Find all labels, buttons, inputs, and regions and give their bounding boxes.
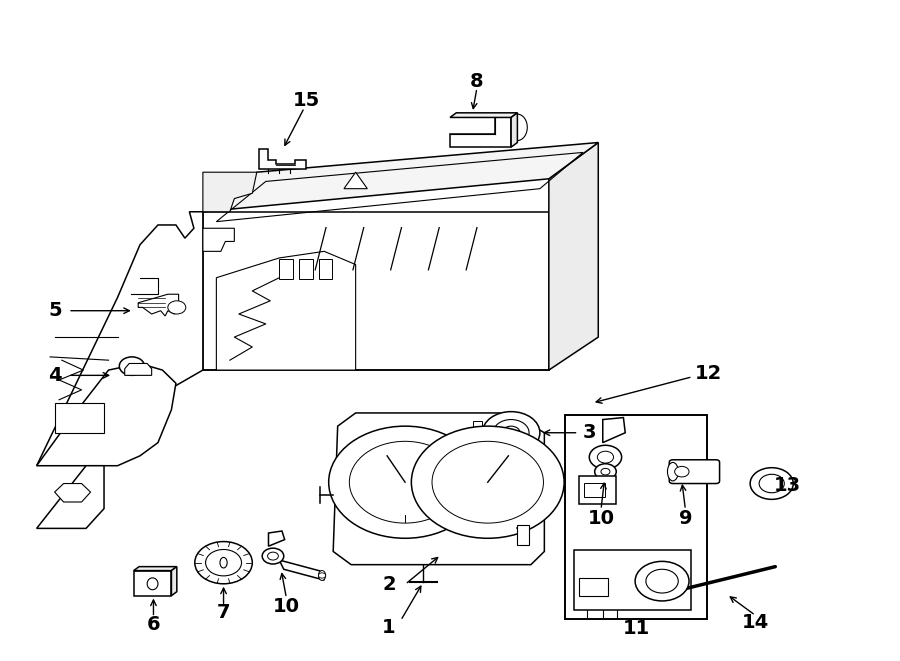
Polygon shape	[603, 418, 625, 443]
Polygon shape	[37, 212, 202, 466]
Text: 11: 11	[624, 619, 651, 638]
Polygon shape	[202, 173, 256, 212]
Ellipse shape	[220, 557, 227, 568]
Bar	[279, 259, 292, 279]
Circle shape	[319, 573, 326, 578]
Polygon shape	[134, 570, 171, 596]
Circle shape	[601, 469, 610, 475]
Circle shape	[267, 552, 278, 560]
Polygon shape	[268, 531, 284, 546]
Text: 2: 2	[382, 575, 396, 594]
Polygon shape	[279, 560, 324, 580]
Circle shape	[750, 468, 793, 499]
Polygon shape	[202, 143, 598, 212]
Polygon shape	[202, 212, 549, 370]
Bar	[565, 415, 707, 619]
Ellipse shape	[148, 578, 158, 590]
Circle shape	[635, 561, 689, 601]
Bar	[579, 477, 617, 504]
Bar	[299, 259, 312, 279]
Circle shape	[328, 426, 482, 538]
Circle shape	[482, 412, 540, 454]
Polygon shape	[202, 228, 234, 251]
Circle shape	[590, 446, 622, 469]
Polygon shape	[574, 550, 691, 609]
Text: 13: 13	[773, 476, 801, 495]
Polygon shape	[450, 118, 511, 147]
Circle shape	[598, 451, 614, 463]
Text: 6: 6	[147, 615, 160, 633]
Text: 15: 15	[292, 91, 320, 110]
Circle shape	[411, 426, 564, 538]
Polygon shape	[216, 251, 356, 370]
Polygon shape	[344, 173, 367, 188]
Text: 10: 10	[588, 509, 615, 528]
Circle shape	[432, 442, 544, 523]
Text: 7: 7	[217, 603, 230, 622]
Polygon shape	[450, 113, 518, 118]
Circle shape	[205, 549, 241, 576]
Ellipse shape	[668, 463, 679, 481]
Polygon shape	[549, 143, 598, 370]
Circle shape	[120, 357, 145, 375]
Text: 12: 12	[695, 364, 722, 383]
FancyBboxPatch shape	[670, 460, 720, 484]
Text: 10: 10	[273, 597, 300, 615]
Polygon shape	[511, 113, 517, 147]
Circle shape	[167, 301, 185, 314]
Bar	[319, 259, 332, 279]
Polygon shape	[55, 484, 91, 502]
Circle shape	[759, 475, 784, 492]
Text: 14: 14	[742, 613, 769, 631]
Circle shape	[349, 442, 461, 523]
Polygon shape	[37, 364, 176, 466]
Polygon shape	[518, 525, 529, 545]
Polygon shape	[584, 483, 606, 497]
Text: 1: 1	[382, 618, 396, 637]
Bar	[55, 403, 104, 433]
Polygon shape	[37, 466, 104, 528]
Polygon shape	[259, 149, 306, 169]
Circle shape	[493, 420, 529, 446]
Text: 4: 4	[49, 366, 62, 385]
Text: 8: 8	[470, 71, 484, 91]
Circle shape	[595, 464, 616, 480]
Text: 3: 3	[583, 423, 597, 442]
Circle shape	[262, 548, 284, 564]
Ellipse shape	[319, 570, 326, 580]
Polygon shape	[473, 421, 482, 430]
Circle shape	[502, 426, 520, 440]
Polygon shape	[139, 294, 178, 316]
Circle shape	[675, 467, 689, 477]
Circle shape	[646, 569, 679, 593]
Polygon shape	[333, 413, 544, 564]
Circle shape	[194, 541, 252, 584]
Bar	[580, 578, 608, 596]
Text: 5: 5	[49, 301, 62, 320]
Polygon shape	[134, 566, 176, 570]
Polygon shape	[125, 364, 152, 375]
Text: 9: 9	[679, 509, 692, 528]
Polygon shape	[171, 566, 176, 596]
